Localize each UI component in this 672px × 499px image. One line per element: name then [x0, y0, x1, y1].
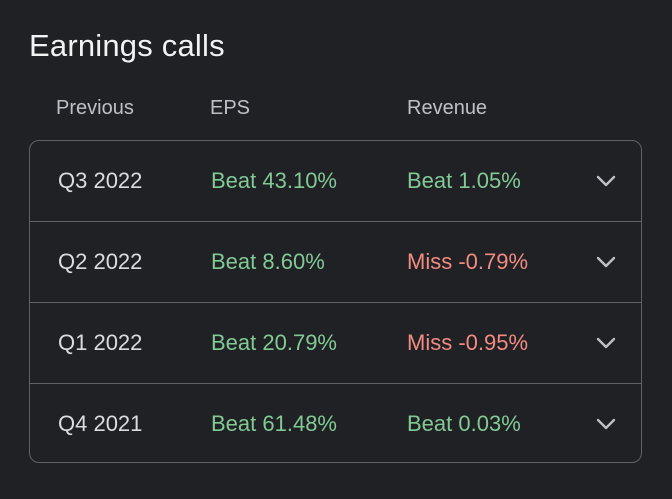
table-header: Previous EPS Revenue [0, 93, 672, 123]
chevron-down-icon[interactable] [595, 414, 617, 434]
revenue-value: Beat 1.05% [407, 168, 521, 193]
revenue-value: Miss -0.95% [407, 330, 529, 355]
chevron-down-icon[interactable] [595, 333, 617, 353]
period-label: Q1 2022 [58, 330, 143, 355]
column-header-eps: EPS [210, 97, 251, 119]
chevron-down-icon[interactable] [595, 252, 617, 272]
column-header-revenue: Revenue [407, 97, 488, 119]
eps-value: Beat 61.48% [211, 411, 337, 436]
column-header-previous: Previous [56, 97, 134, 119]
earnings-row[interactable]: Q2 2022 Beat 8.60% Miss -0.79% [30, 222, 641, 303]
earnings-row[interactable]: Q3 2022 Beat 43.10% Beat 1.05% [30, 141, 641, 222]
chevron-down-icon[interactable] [595, 171, 617, 191]
earnings-row[interactable]: Q1 2022 Beat 20.79% Miss -0.95% [30, 303, 641, 384]
earnings-row[interactable]: Q4 2021 Beat 61.48% Beat 0.03% [30, 384, 641, 462]
period-label: Q4 2021 [58, 411, 143, 436]
eps-value: Beat 43.10% [211, 168, 337, 193]
section-title: Earnings calls [29, 28, 225, 63]
eps-value: Beat 20.79% [211, 330, 337, 355]
period-label: Q3 2022 [58, 168, 143, 193]
period-label: Q2 2022 [58, 249, 143, 274]
earnings-table: Q3 2022 Beat 43.10% Beat 1.05% Q2 2022 B… [29, 140, 642, 463]
eps-value: Beat 8.60% [211, 249, 325, 274]
revenue-value: Miss -0.79% [407, 249, 529, 274]
revenue-value: Beat 0.03% [407, 411, 521, 436]
